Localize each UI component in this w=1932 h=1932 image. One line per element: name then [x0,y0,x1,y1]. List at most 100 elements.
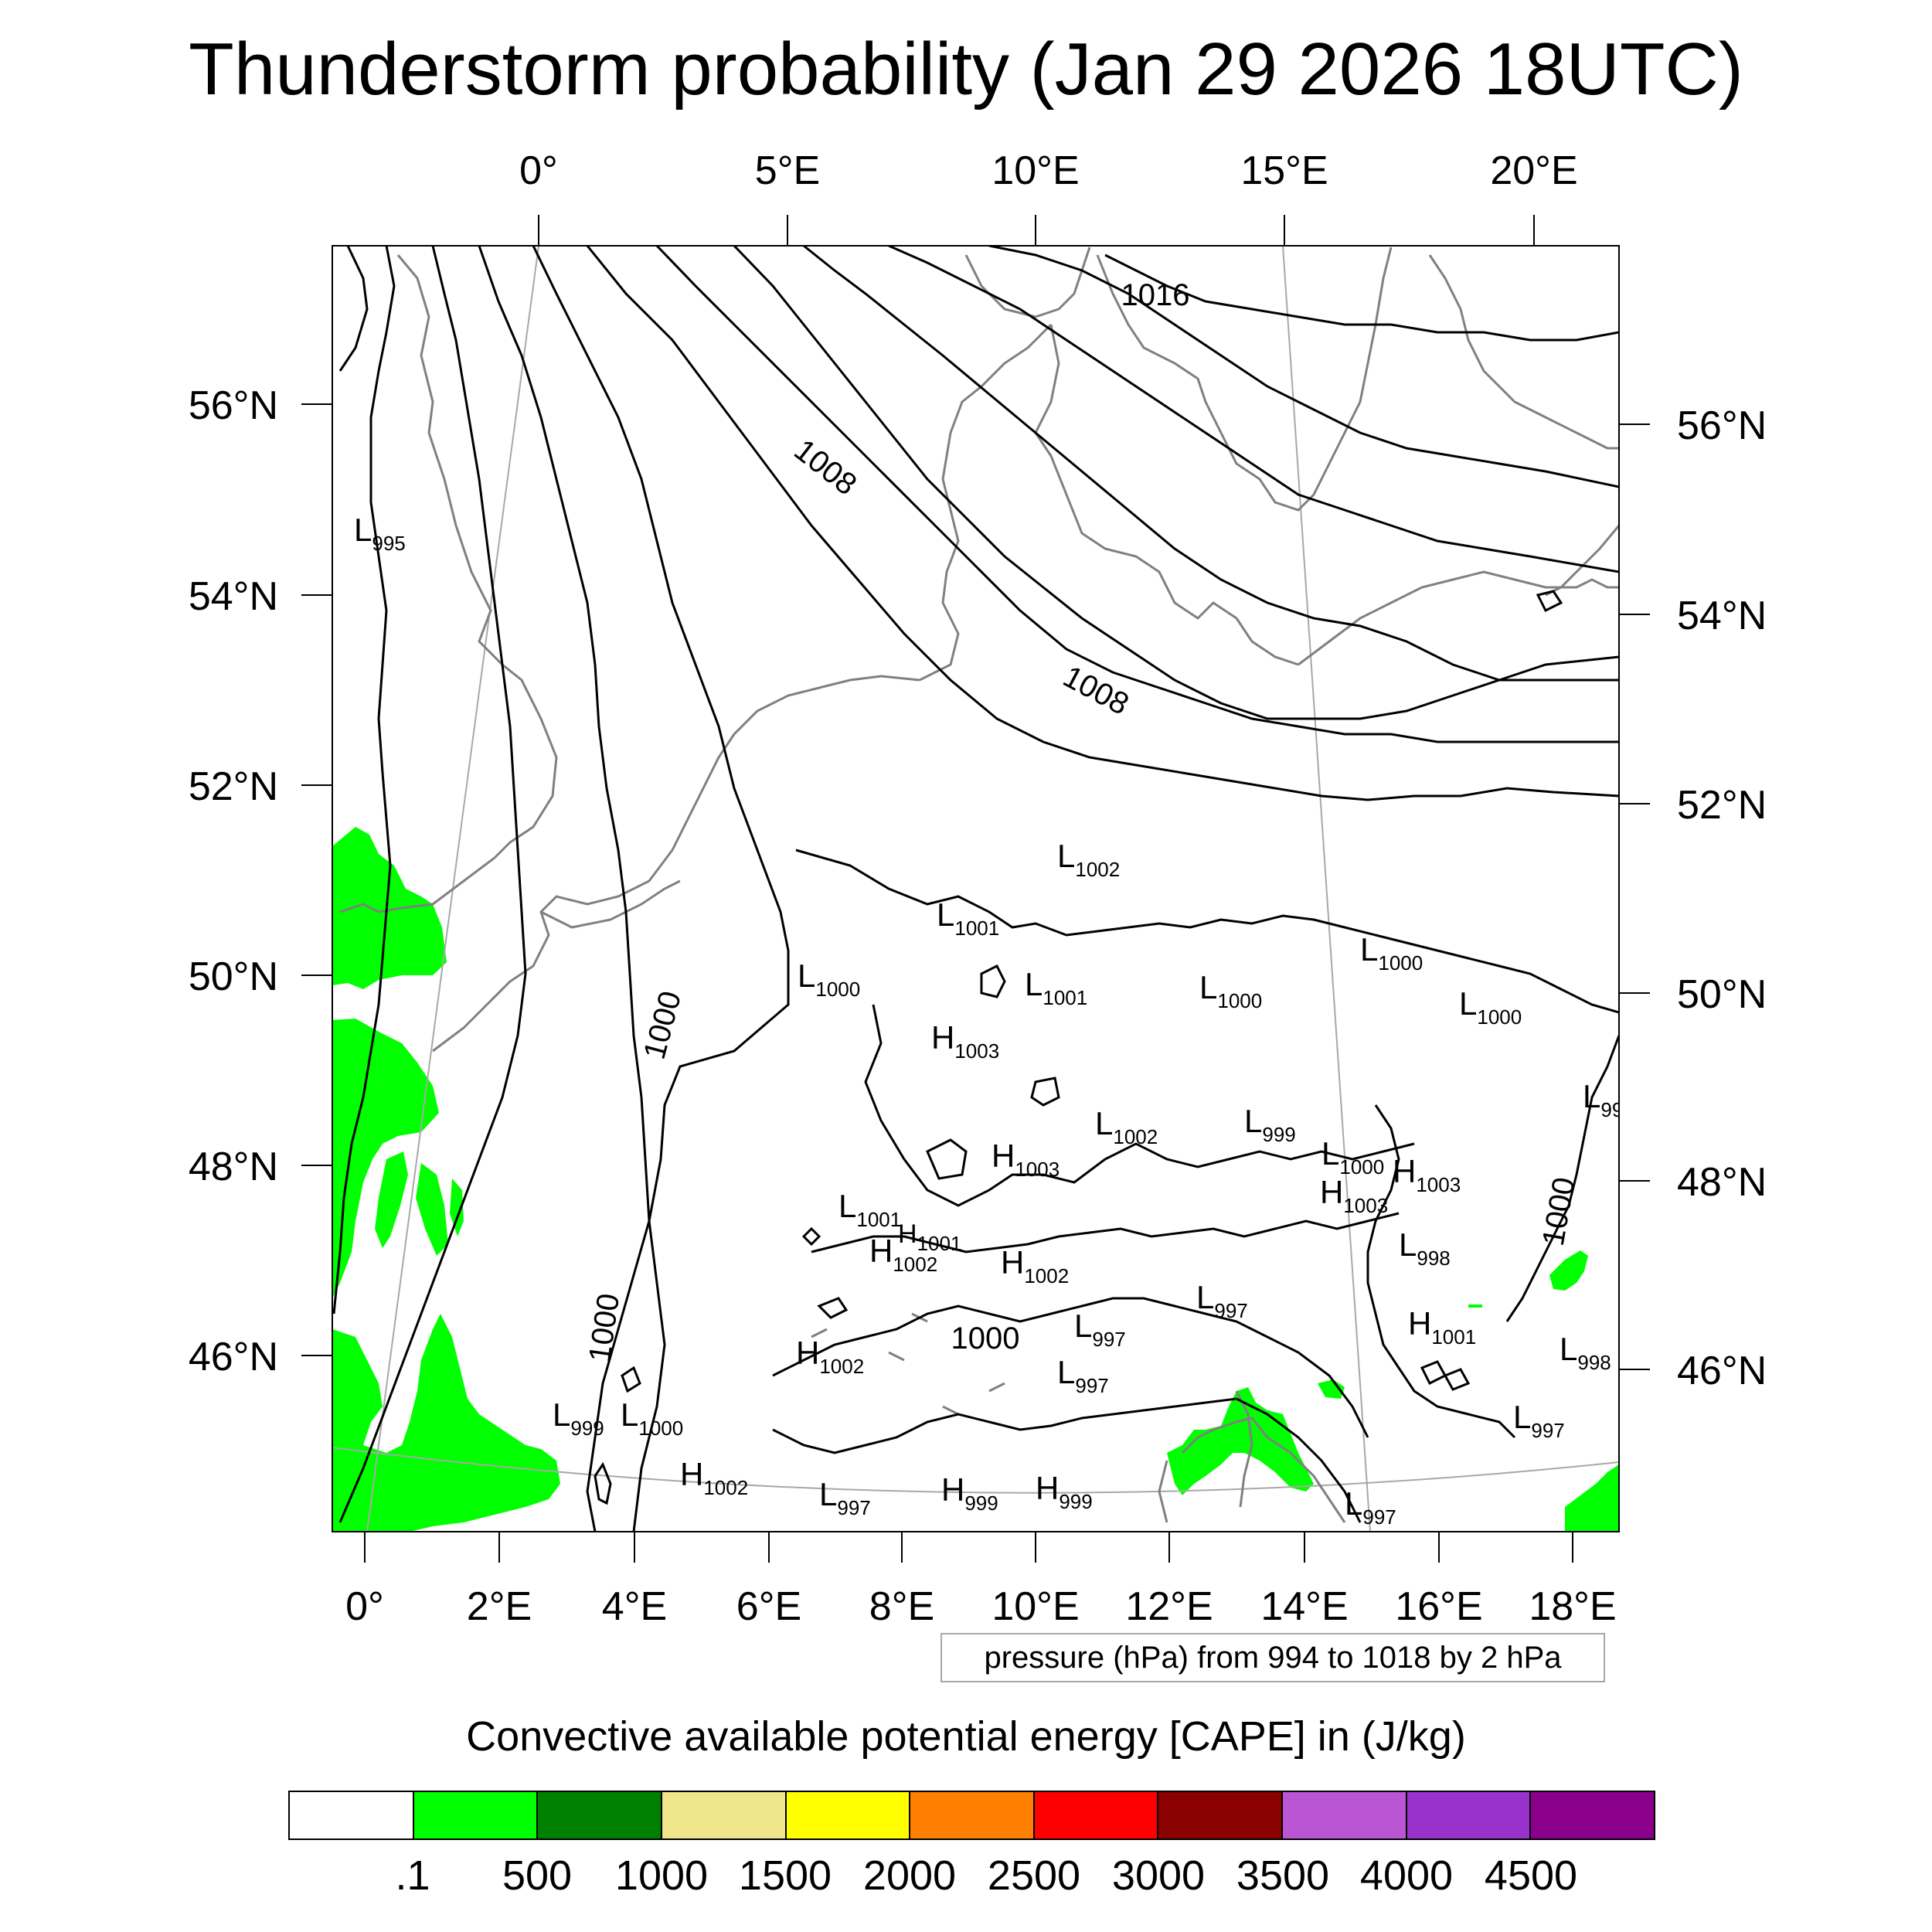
coast-istria [1235,1390,1253,1508]
colorbar-swatch [1158,1792,1284,1838]
pressure-centre: H1003 [931,1019,999,1063]
bottom-lon-label: 0° [345,1584,384,1629]
colorbar-tick-label: 3500 [1236,1852,1330,1899]
bottom-lon-label: 10°E [992,1584,1079,1629]
isobar-label: 1000 [951,1321,1020,1355]
colorbar-swatch [290,1792,414,1838]
pressure-centre: H1003 [992,1138,1060,1181]
isobar-loop-10 [621,1366,641,1393]
isobar-west-3 [338,246,527,1523]
isobar-label: 1000 [583,1291,626,1364]
page-title: Thunderstorm probability (Jan 29 2026 18… [189,28,1743,111]
tick-marks [301,215,1650,1563]
colorbar-tick-label: 4000 [1359,1852,1454,1899]
pressure-centre: L1000 [1459,985,1522,1029]
pressure-centre: L1002 [1057,838,1120,881]
isobar-loop-4 [801,1226,821,1247]
bottom-lon-label: 6°E [736,1584,801,1629]
right-lat-label: 54°N [1677,594,1767,638]
cape-area-west-strip3 [450,1179,464,1236]
isobar-centre-1 [795,849,1619,1014]
bottom-lon-label: 4°E [602,1584,667,1629]
coast-baltic-east [1545,525,1619,597]
cape-area-southwest [332,1314,560,1532]
left-lat-label: 50°N [189,954,278,999]
bottom-lon-label: 8°E [869,1584,934,1629]
left-lat-label: 52°N [189,764,278,809]
coast-denmark [1034,324,1299,666]
colorbar-tick-label: 500 [502,1852,573,1899]
right-lat-label: 56°N [1677,403,1767,448]
colorbar-tick-label: 3000 [1111,1852,1206,1899]
isobar-north-5 [888,246,1619,573]
pressure-centre: L997 [819,1476,871,1519]
pressure-centre: L1002 [1095,1105,1158,1148]
colorbar-tick-label: 1000 [614,1852,709,1899]
isobar-west-1 [338,246,369,372]
parallel-45n [332,1447,1619,1494]
left-lat-label: 56°N [189,383,278,428]
colorbar-swatch [413,1792,539,1838]
coast-norway [964,247,1091,318]
pressure-centre: L1000 [798,957,860,1001]
isobars [332,246,1619,1532]
colorbar-tick-label: 1500 [738,1852,832,1899]
pressure-centre: H1001 [898,1219,961,1255]
meridian-15e [1282,246,1371,1532]
pressure-centre: H1002 [796,1335,864,1378]
pressure-centre: L995 [354,512,406,555]
isobar-label: 1008 [1057,659,1134,722]
pressure-centre: L998 [1560,1331,1611,1374]
cape-field [332,827,1619,1532]
isobar-north-6 [988,246,1619,488]
left-lat-label: 46°N [189,1335,278,1379]
bottom-lon-label: 12°E [1125,1584,1213,1629]
colorbar-tick-label: .1 [395,1852,430,1899]
bottom-lon-label: 18°E [1529,1584,1616,1629]
top-lon-label: 15°E [1240,148,1328,193]
isobar-centre-2 [864,1004,1415,1207]
isobar-west-4 [478,246,666,1532]
colorbar-tick-label: 4500 [1484,1852,1578,1899]
colorbar-tick-label: 2500 [987,1852,1081,1899]
cape-area-southeast [1565,1464,1619,1532]
right-lat-label: 52°N [1677,783,1767,828]
pressure-centre: H999 [941,1471,998,1515]
right-lat-label: 48°N [1677,1160,1767,1205]
pressure-centre: L999 [553,1396,604,1440]
pressure-centre: H1002 [680,1456,748,1499]
colorbar-swatch [786,1792,911,1838]
isobar-1008 [733,246,1619,720]
isobar-label: 1000 [1536,1175,1582,1248]
isobar-west-2 [332,246,396,1315]
pressure-note: pressure (hPa) from 994 to 1018 by 2 hPa [940,1633,1605,1682]
pressure-centre: L997 [1196,1279,1248,1322]
pressure-centre: L999 [1244,1103,1296,1146]
coast-germany-north [919,323,1053,682]
top-lon-label: 5°E [755,148,820,193]
cape-area-west-mid [332,1019,439,1298]
cape-area-west-upper [332,827,447,989]
isobar-south-1 [772,1397,1362,1523]
left-lat-label: 54°N [189,574,278,619]
colorbar-ticks: .1 500 1000 1500 2000 2500 3000 3500 400… [0,1849,1932,1903]
coast-uk-south [339,856,495,913]
isobar-loop-3 [926,1138,968,1180]
isobar-1000-west [532,246,790,1532]
coast-italy-adriatic [1181,1417,1346,1523]
colorbar-swatch [662,1792,787,1838]
pressure-centre: L997 [1074,1308,1126,1351]
isobar-1016 [1104,253,1619,342]
colorbar-swatch [1034,1792,1159,1838]
pressure-centre: L1001 [1025,966,1087,1009]
isobar-east-1000 [1505,1035,1619,1322]
pressure-centre: L1000 [621,1396,683,1440]
pressure-centre: H1003 [1393,1153,1461,1196]
isobar-east-2 [1366,1104,1516,1439]
isobar-loop-1 [980,964,1006,998]
cape-area-small [1318,1379,1345,1399]
cape-area-west-strip2 [416,1163,448,1256]
map-frame [332,245,1620,1532]
coast-gulf-finland [1428,254,1619,450]
